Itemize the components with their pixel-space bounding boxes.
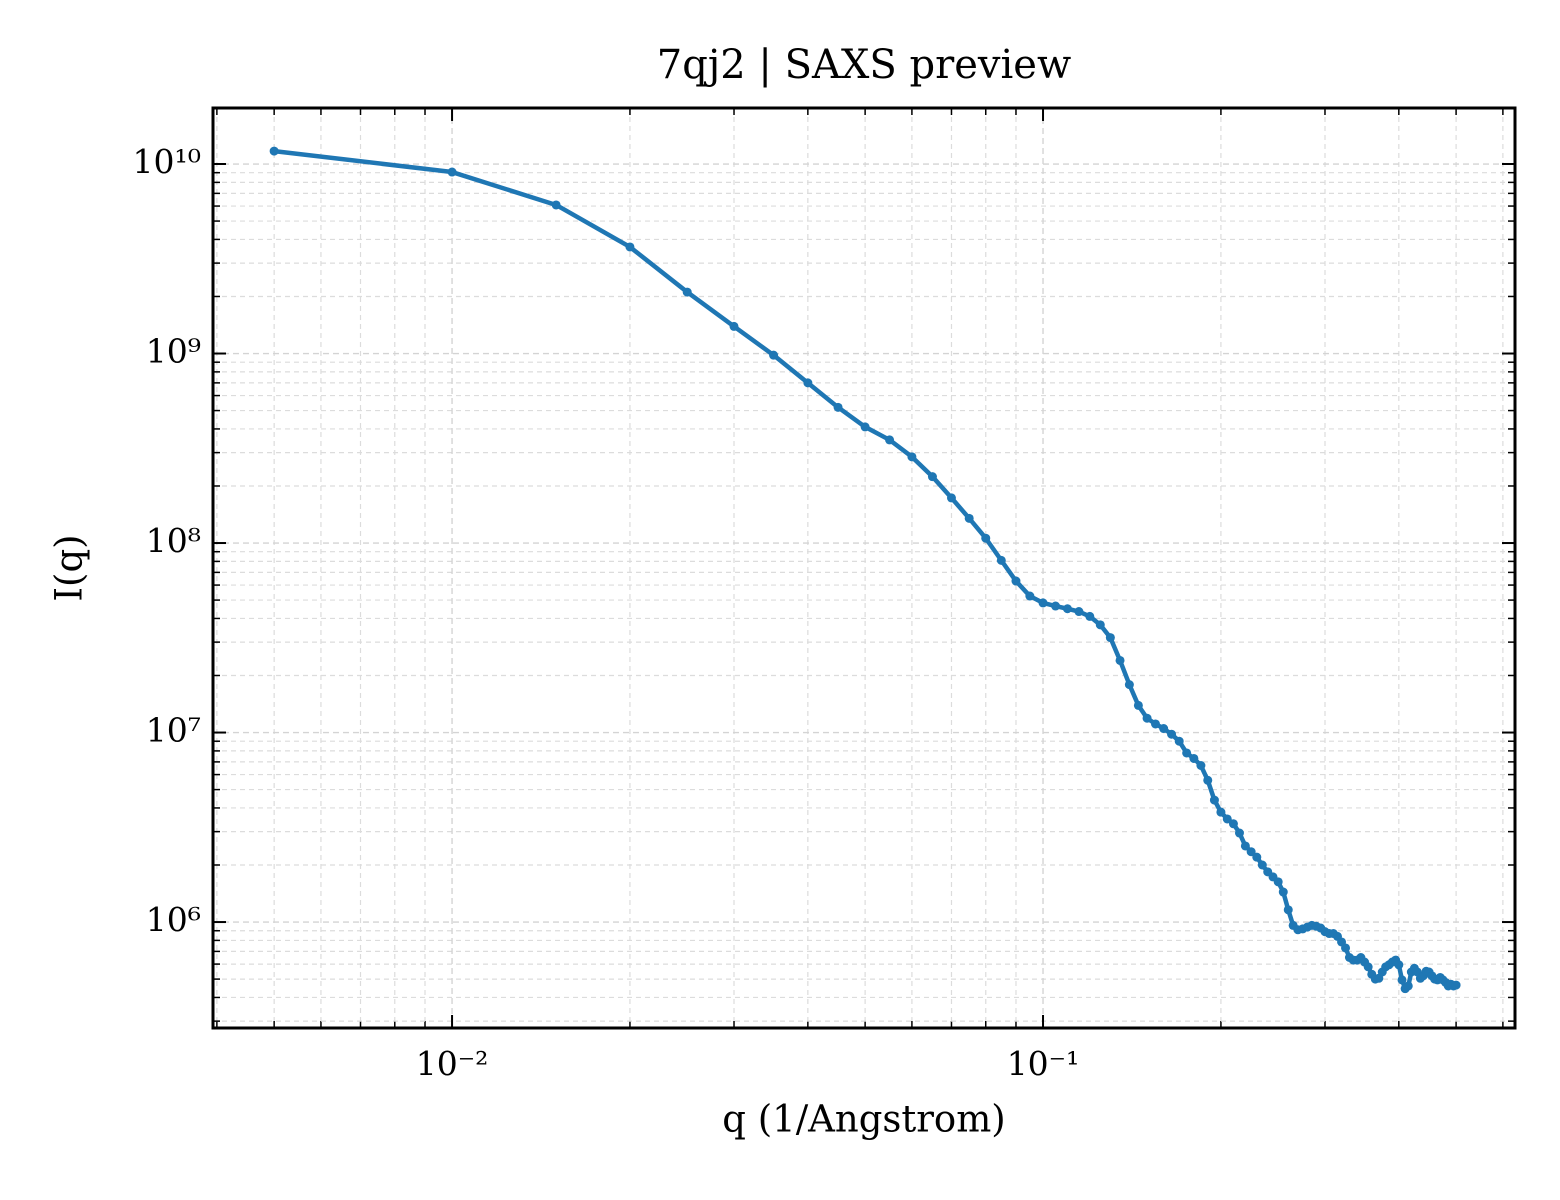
y-tick-label: 10⁶ xyxy=(146,900,201,939)
data-point xyxy=(1105,633,1115,643)
data-point xyxy=(964,513,974,523)
data-point xyxy=(1283,905,1293,915)
data-point xyxy=(1062,604,1072,614)
data-point xyxy=(1189,753,1199,763)
data-point xyxy=(1025,591,1035,601)
y-tick-label: 10¹⁰ xyxy=(133,142,201,181)
data-point xyxy=(1341,943,1351,953)
y-tick-label: 10⁸ xyxy=(146,521,201,560)
data-point xyxy=(1228,819,1238,829)
data-point xyxy=(1257,860,1267,870)
data-point xyxy=(1124,680,1134,690)
data-point xyxy=(1115,655,1125,665)
data-point xyxy=(1222,814,1232,824)
data-point xyxy=(1167,729,1177,739)
data-point xyxy=(1203,775,1213,785)
data-point xyxy=(885,435,895,445)
data-point xyxy=(551,200,561,210)
data-point xyxy=(996,555,1006,565)
series-line xyxy=(273,148,1457,991)
data-point xyxy=(769,350,779,360)
y-axis-label: I(q) xyxy=(48,534,91,601)
chart-title: 7qj2 | SAXS preview xyxy=(657,42,1071,88)
data-point xyxy=(946,493,956,503)
data-point xyxy=(981,533,991,543)
data-point xyxy=(625,242,635,252)
data-point xyxy=(1394,960,1404,970)
data-point xyxy=(1011,576,1021,586)
data-point xyxy=(803,378,813,388)
data-point xyxy=(1209,795,1219,805)
data-point xyxy=(1216,807,1226,817)
x-tick-label: 10⁻¹ xyxy=(1007,1044,1080,1083)
data-point xyxy=(1151,719,1161,729)
data-point xyxy=(1159,724,1169,734)
data-point xyxy=(1174,736,1184,746)
data-point xyxy=(927,472,937,482)
data-point xyxy=(1074,607,1084,617)
data-point xyxy=(1085,611,1095,621)
data-point xyxy=(1182,748,1192,758)
data-point xyxy=(1051,601,1061,611)
data-point xyxy=(729,321,739,331)
data-point xyxy=(833,402,843,412)
data-point xyxy=(1196,760,1206,770)
data-point xyxy=(1234,828,1244,838)
data-point xyxy=(860,422,870,432)
data-point xyxy=(269,146,279,156)
data-point xyxy=(1142,713,1152,723)
data-point xyxy=(1397,975,1407,985)
data-point xyxy=(907,452,917,462)
x-axis-label: q (1/Angstrom) xyxy=(722,1098,1005,1141)
data-point xyxy=(1246,847,1256,857)
data-point xyxy=(1095,620,1105,630)
y-tick-label: 10⁹ xyxy=(146,332,201,371)
data-point xyxy=(1278,887,1288,897)
y-tick-label: 10⁷ xyxy=(146,711,201,750)
data-point xyxy=(1403,981,1413,991)
data-point xyxy=(1252,852,1262,862)
data-point xyxy=(1451,980,1461,990)
data-point xyxy=(447,167,457,177)
data-point xyxy=(1240,841,1250,851)
data-point xyxy=(682,287,692,297)
x-tick-label: 10⁻² xyxy=(416,1044,489,1083)
data-point xyxy=(1133,700,1143,710)
data-point xyxy=(1273,877,1283,887)
data-point xyxy=(1038,598,1048,608)
data-point xyxy=(1363,962,1373,972)
plot-frame xyxy=(211,106,1517,1030)
